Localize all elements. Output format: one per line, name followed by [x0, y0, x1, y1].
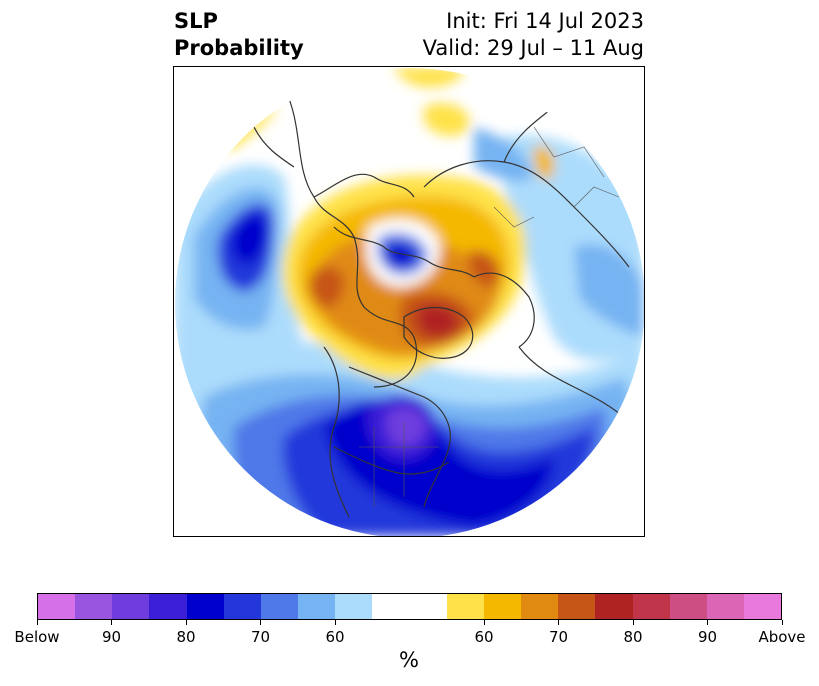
title-variable: SLP: [174, 9, 218, 33]
colorbar-segment: [743, 594, 782, 619]
colorbar-segment: [409, 594, 447, 619]
above-canada-75: [469, 251, 500, 287]
colorbar-segment: [298, 594, 336, 619]
colorbar-tick: [260, 620, 261, 625]
borders: [359, 126, 620, 507]
colorbar-tick: [334, 620, 336, 625]
colorbar-segment: [558, 594, 596, 619]
colorbar-tick-label: 80: [176, 628, 196, 646]
colorbar-tick-label: 80: [623, 628, 643, 646]
below-eurasia-70: [574, 244, 644, 337]
above-greenland-80: [416, 303, 460, 338]
below-pole-85: [385, 242, 418, 268]
colorbar-tick: [483, 620, 485, 625]
colorbar-segment: [483, 594, 522, 619]
colorbar-segment: [223, 594, 261, 619]
probability-field: [175, 68, 644, 536]
valid-period: Valid: 29 Jul – 11 Aug: [422, 36, 644, 60]
colorbar-tick-label: Above: [758, 628, 806, 646]
map-svg: [175, 68, 644, 536]
colorbar-tick-label: 70: [250, 628, 271, 646]
init-date: Init: Fri 14 Jul 2023: [446, 9, 644, 33]
colorbar-tick-label: 90: [101, 628, 122, 646]
colorbar-tick-label: 70: [548, 628, 569, 646]
colorbar-segment: [335, 594, 373, 619]
colorbar-tick-label: 90: [697, 628, 718, 646]
colorbar-tick-label: 60: [325, 628, 345, 646]
colorbar-tick: [707, 620, 708, 625]
colorbar-tick: [36, 620, 38, 625]
colorbar-tick: [185, 620, 187, 625]
title-product: Probability: [174, 36, 304, 60]
colorbar-tick: [781, 620, 783, 625]
colorbar-segment: [595, 594, 633, 619]
colorbar-segment: [446, 594, 484, 619]
map-title: SLP Probability: [174, 8, 304, 62]
colorbar-tick: [558, 620, 559, 625]
below-scandinavia-70: [474, 127, 534, 182]
colorbar-segment: [260, 594, 299, 619]
colorbar-segment: [38, 594, 76, 619]
colorbar: [37, 593, 782, 620]
above-scandinavia-60: [424, 103, 470, 137]
above-asia-65: [533, 146, 555, 180]
below-na-95: [386, 407, 426, 447]
colorbar-segment: [706, 594, 744, 619]
colorbar-segment: [112, 594, 150, 619]
colorbar-unit: %: [399, 648, 419, 672]
above-arctic-ocean-60: [394, 68, 464, 88]
colorbar-tick-label: 60: [474, 628, 494, 646]
map-dates: Init: Fri 14 Jul 2023 Valid: 29 Jul – 11…: [423, 8, 644, 62]
colorbar-segment: [372, 594, 410, 619]
colorbar-tick-label: Below: [14, 628, 60, 646]
above-siberia-75: [308, 266, 345, 308]
colorbar-segment: [75, 594, 113, 619]
colorbar-segment: [669, 594, 707, 619]
probability-map: [173, 66, 645, 537]
colorbar-segment: [186, 594, 224, 619]
colorbar-segment: [521, 594, 559, 619]
colorbar-segment: [149, 594, 187, 619]
colorbar-tick: [632, 620, 634, 625]
below-pacific-85: [231, 213, 267, 264]
colorbar-segment: [632, 594, 670, 619]
colorbar-tick: [111, 620, 112, 625]
